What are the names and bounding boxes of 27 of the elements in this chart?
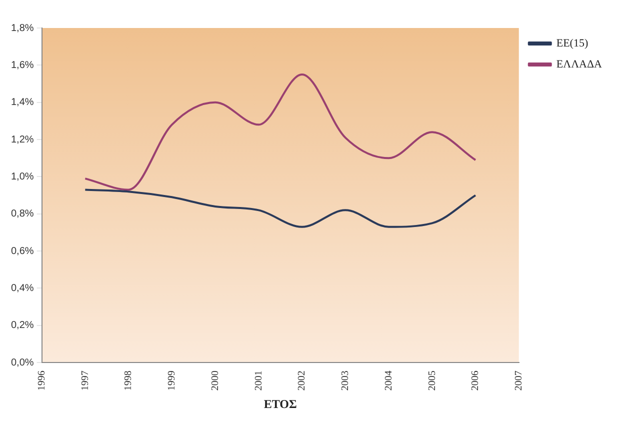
line-series <box>84 188 476 228</box>
y-tick-label: 0,0% <box>10 357 34 368</box>
line-series <box>84 73 476 191</box>
y-tick-label: 1,0% <box>10 171 34 182</box>
x-axis-title: ΕΤΟΣ <box>264 396 297 411</box>
y-tick-label: 0,6% <box>10 246 34 257</box>
x-tick-label: 2004 <box>383 370 394 391</box>
x-tick-label: 1998 <box>123 370 134 391</box>
y-tick-label: 1,6% <box>10 60 34 71</box>
x-tick-label: 2006 <box>470 370 482 391</box>
x-tick-label: 2000 <box>210 370 221 391</box>
x-tick-label: 1997 <box>80 370 91 391</box>
x-tick-label: 2005 <box>426 370 438 391</box>
y-tick-label: 0,2% <box>10 320 34 332</box>
y-tick-label: 0,4% <box>10 282 34 294</box>
x-tick-label: 1996 <box>36 370 48 391</box>
y-tick-label: 1,2% <box>10 134 34 146</box>
legend-label: EE(15) <box>556 37 588 50</box>
y-tick-label: 1,8% <box>10 22 34 34</box>
x-tick-label: 2001 <box>253 370 264 391</box>
y-tick-label: 0,8% <box>10 208 34 220</box>
x-tick-label: 1999 <box>166 370 178 391</box>
x-tick-label: 2007 <box>513 370 524 391</box>
legend-label: ΕΛΛΑΔΑ <box>556 58 602 70</box>
y-tick-label: 1,4% <box>10 97 34 108</box>
x-tick-label: 2003 <box>340 370 352 391</box>
x-tick-label: 2002 <box>296 370 308 391</box>
